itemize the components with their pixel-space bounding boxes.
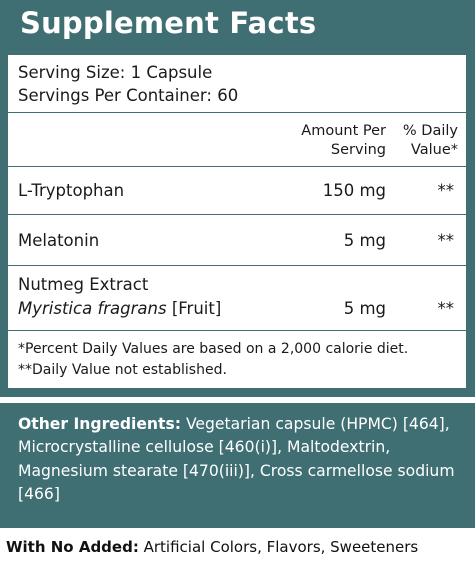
panel-title: Supplement Facts xyxy=(20,6,317,40)
divider xyxy=(8,112,466,113)
ingredient-name: L-Tryptophan xyxy=(18,181,125,200)
ingredient-daily-value: ** xyxy=(437,231,455,250)
ingredient-amount: 5 mg xyxy=(343,231,386,250)
plant-part: [Fruit] xyxy=(171,299,222,318)
supplement-facts-panel: Supplement Facts Serving Size: 1 Capsule… xyxy=(0,0,475,397)
ingredient-source: Myristica fragrans [Fruit] xyxy=(18,299,221,318)
divider xyxy=(8,166,466,167)
ingredient-name: Nutmeg Extract xyxy=(18,275,149,294)
serving-size: Serving Size: 1 Capsule xyxy=(18,63,213,82)
no-added-text: Artificial Colors, Flavors, Sweeteners xyxy=(143,538,419,556)
amount-per-serving-header: Amount Per Serving xyxy=(301,123,386,158)
ingredient-amount: 5 mg xyxy=(343,299,386,318)
ingredient-amount: 150 mg xyxy=(322,181,386,200)
ingredient-name: Melatonin xyxy=(18,231,100,250)
other-ingredients-panel: Other Ingredients: Vegetarian capsule (H… xyxy=(0,403,475,528)
footnote-percent-dv: *Percent Daily Values are based on a 2,0… xyxy=(18,341,409,357)
other-ingredients-text: Vegetarian capsule (HPMC) [464], Microcr… xyxy=(18,415,455,504)
other-ingredients: Other Ingredients: Vegetarian capsule (H… xyxy=(18,413,463,507)
no-added-label: With No Added: xyxy=(6,538,139,556)
daily-value-header: % Daily Value* xyxy=(402,123,458,158)
servings-per-container: Servings Per Container: 60 xyxy=(18,86,239,105)
divider xyxy=(8,214,466,215)
ingredient-daily-value: ** xyxy=(437,181,455,200)
divider xyxy=(8,330,466,331)
facts-table: Serving Size: 1 Capsule Servings Per Con… xyxy=(8,55,466,388)
other-ingredients-label: Other Ingredients: xyxy=(18,415,181,433)
divider xyxy=(8,265,466,266)
latin-name: Myristica fragrans xyxy=(18,299,167,318)
footnote-not-established: **Daily Value not established. xyxy=(18,362,227,378)
no-added-statement: With No Added: Artificial Colors, Flavor… xyxy=(6,538,418,556)
ingredient-daily-value: ** xyxy=(437,299,455,318)
